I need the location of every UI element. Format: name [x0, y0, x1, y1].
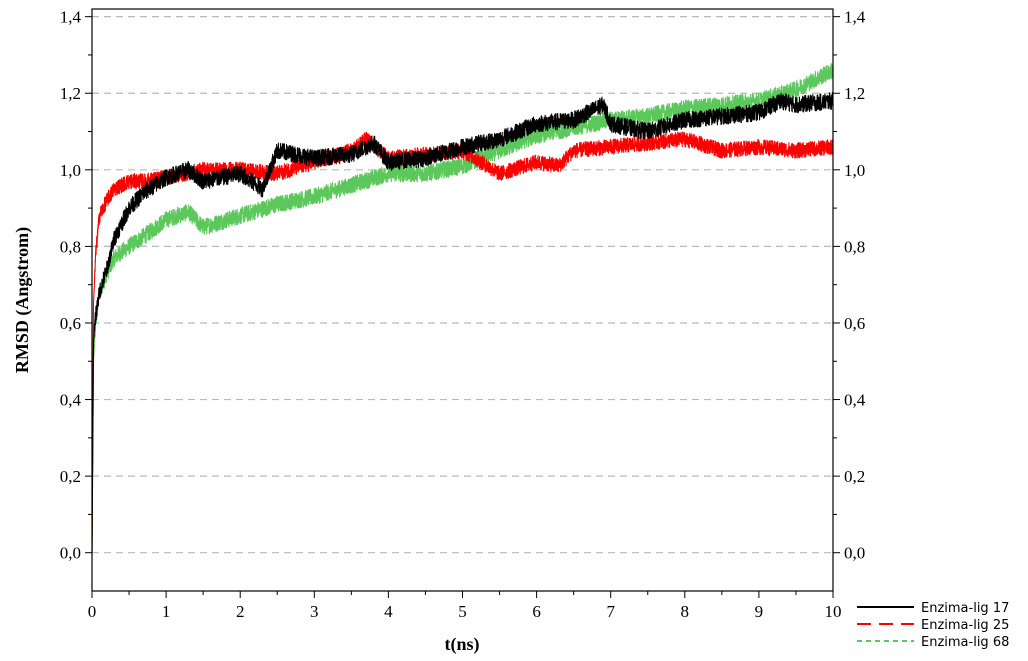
series-line-3: [91, 62, 834, 553]
y-tick-label: 0,8: [60, 237, 81, 256]
x-tick-label: 6: [532, 602, 541, 621]
series-line-2: [91, 131, 834, 553]
x-tick-label: 2: [236, 602, 245, 621]
legend: Enzima-lig 17 Enzima-lig 25 Enzima-lig 68: [857, 601, 1009, 650]
y-tick-label: 1,0: [60, 161, 81, 180]
series-line-1: [91, 92, 834, 553]
y-right-tick-label: 1,2: [844, 84, 865, 103]
x-axis-title: t(ns): [445, 634, 480, 655]
y-right-tick-label: 1,4: [844, 8, 866, 27]
x-tick-label: 9: [755, 602, 764, 621]
legend-label: Enzima-lig 25: [921, 618, 1009, 633]
y-right-tick-label: 1,0: [844, 161, 865, 180]
y-right-tick-label: 0,8: [844, 237, 865, 256]
x-tick-label: 8: [681, 602, 690, 621]
y-tick-label: 1,4: [60, 8, 82, 27]
y-right-tick-label: 0,6: [844, 314, 865, 333]
grid-lines: [92, 16, 833, 554]
y-axis-title: RMSD (Angstrom): [12, 227, 33, 373]
x-tick-label: 1: [162, 602, 171, 621]
y-right-tick-label: 0,2: [844, 467, 865, 486]
y-right-tick-label: 0,0: [844, 544, 865, 563]
x-tick-label: 4: [384, 602, 393, 621]
x-tick-label: 7: [606, 602, 615, 621]
plot-frame: [91, 8, 834, 592]
legend-label: Enzima-lig 68: [921, 635, 1009, 650]
y-tick-label: 0,2: [60, 467, 81, 486]
axis-ticks: 0,0 0,0 0,2 0,2 0,4 0,4 0,6 0,6 0,8 0,8 1,0 1,0 1,2 1…: [60, 8, 866, 621]
x-tick-label: 5: [458, 602, 467, 621]
y-tick-label: 0,0: [60, 544, 81, 563]
legend-label: Enzima-lig 17: [921, 601, 1009, 616]
x-tick-label: 3: [310, 602, 319, 621]
y-tick-label: 0,6: [60, 314, 81, 333]
series-lines: [91, 62, 834, 553]
y-right-tick-label: 0,4: [844, 391, 866, 410]
y-tick-label: 0,4: [60, 391, 82, 410]
x-tick-label: 10: [825, 602, 842, 621]
y-tick-label: 1,2: [60, 84, 81, 103]
x-tick-label: 0: [88, 602, 97, 621]
